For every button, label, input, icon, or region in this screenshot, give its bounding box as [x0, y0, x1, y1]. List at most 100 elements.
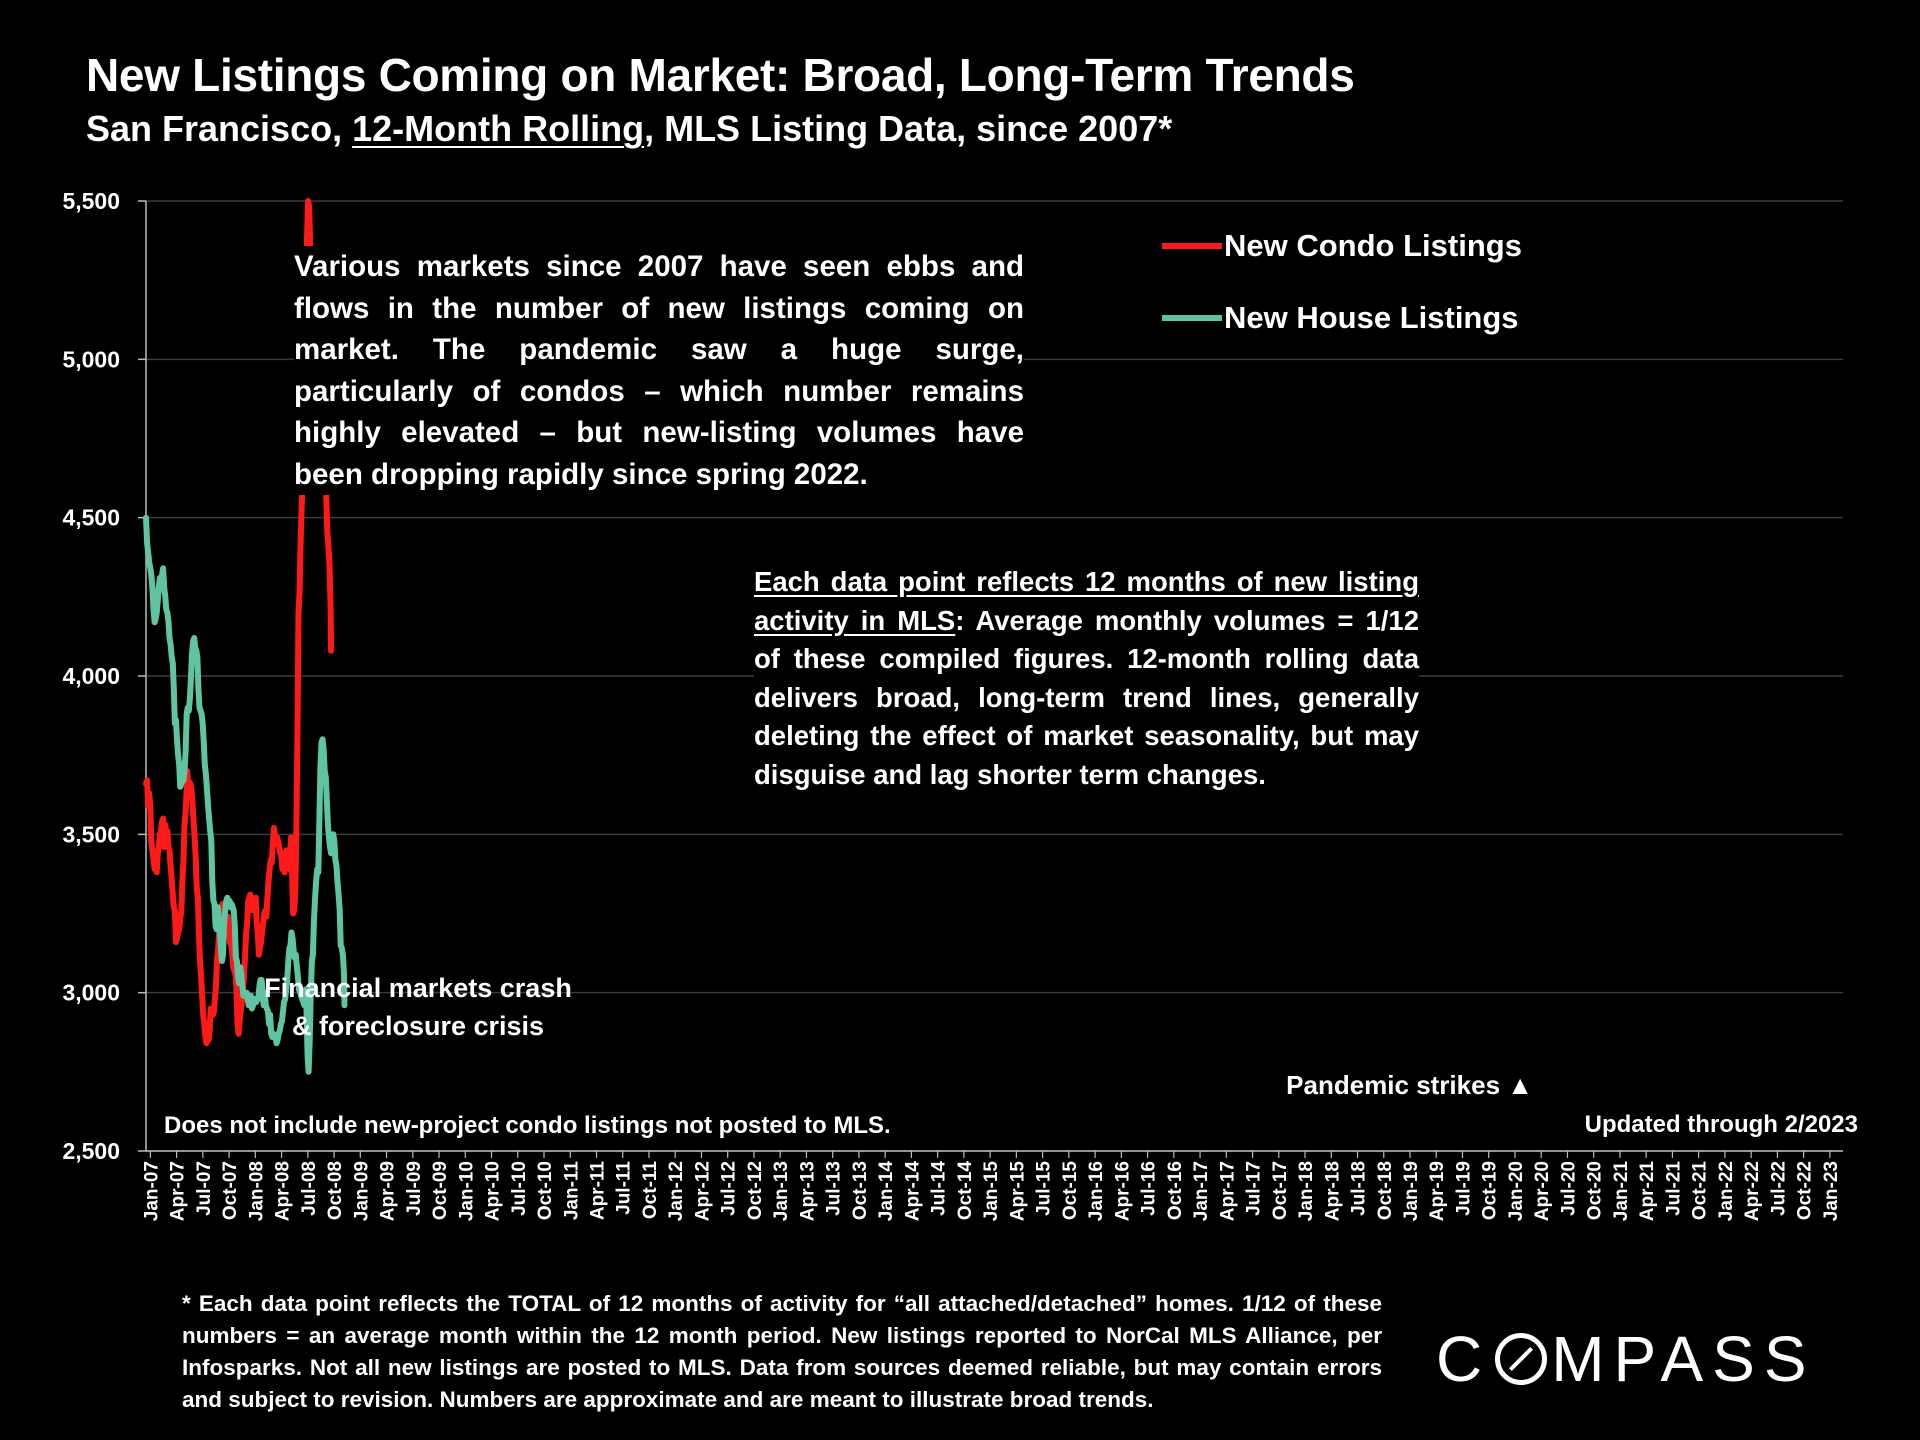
annotation-pandemic: Pandemic strikes ▲: [1286, 1070, 1533, 1100]
logo-text-end: MPASS: [1551, 1323, 1816, 1395]
x-tick-label: Jan-20: [1506, 1161, 1527, 1221]
method-note-underlined: Each data point reflects 12 months of ne…: [754, 566, 1419, 636]
x-tick-label: Jul-10: [509, 1161, 530, 1216]
x-axis-ticks: Jan-07 Apr-07 Jul-07 Oct-07 Jan-08 Apr-08 Jul-…: [141, 1151, 1842, 1221]
x-tick-label: Jan-07: [141, 1161, 162, 1221]
x-tick-label: Jan-19: [1401, 1161, 1422, 1221]
x-tick-label: Jan-11: [561, 1161, 582, 1221]
x-tick-label: Jul-14: [929, 1161, 950, 1216]
series-line-condo: [143, 198, 335, 1047]
x-tick-label: Jul-13: [824, 1161, 845, 1216]
legend-label-house: New House Listings: [1224, 300, 1519, 335]
x-tick-label: Apr-07: [168, 1161, 189, 1221]
x-tick-label: Apr-18: [1322, 1161, 1343, 1221]
x-tick-label: Jul-17: [1244, 1161, 1265, 1216]
x-tick-label: Jan-10: [456, 1161, 477, 1221]
x-tick-label: Jan-22: [1716, 1161, 1737, 1221]
x-tick-label: Oct-14: [955, 1161, 976, 1221]
x-tick-label: Jan-16: [1086, 1161, 1107, 1221]
y-tick-label: 2,500: [62, 1138, 120, 1164]
x-tick-label: Jan-23: [1821, 1161, 1842, 1221]
x-tick-label: Apr-08: [273, 1161, 294, 1221]
x-tick-label: Oct-19: [1480, 1161, 1501, 1220]
x-tick-label: Jan-14: [876, 1161, 897, 1222]
annotation-updated: Updated through 2/2023: [1585, 1111, 1858, 1138]
annotations: Financial markets crash & foreclosure cr…: [164, 973, 1858, 1139]
x-tick-label: Jul-09: [404, 1161, 425, 1216]
method-note: Each data point reflects 12 months of ne…: [754, 563, 1419, 794]
y-tick-label: 5,000: [62, 346, 120, 372]
compass-o-icon: [1495, 1333, 1548, 1385]
x-tick-label: Apr-20: [1532, 1161, 1553, 1221]
x-tick-label: Oct-08: [325, 1161, 346, 1220]
x-tick-label: Apr-12: [692, 1161, 713, 1221]
annotation-crash-line2: & foreclosure crisis: [292, 1011, 544, 1041]
x-tick-label: Jul-12: [719, 1161, 740, 1216]
x-tick-label: Apr-11: [587, 1161, 608, 1221]
x-tick-label: Oct-17: [1270, 1161, 1291, 1220]
chart-subtitle: San Francisco, 12-Month Rolling, MLS Lis…: [86, 108, 1172, 150]
x-tick-label: Apr-10: [483, 1161, 504, 1221]
x-tick-label: Jul-20: [1558, 1161, 1579, 1216]
legend-label-condo: New Condo Listings: [1224, 228, 1522, 263]
x-tick-label: Oct-09: [430, 1161, 451, 1220]
x-tick-label: Apr-22: [1742, 1161, 1763, 1221]
x-tick-label: Oct-12: [745, 1161, 766, 1220]
x-tick-label: Jul-19: [1453, 1161, 1474, 1216]
y-tick-label: 4,500: [62, 505, 120, 531]
x-tick-label: Apr-14: [902, 1161, 923, 1222]
x-tick-label: Oct-22: [1795, 1161, 1816, 1220]
x-tick-label: Oct-16: [1165, 1161, 1186, 1220]
x-tick-label: Oct-15: [1060, 1161, 1081, 1221]
subtitle-suffix: , MLS Listing Data, since 2007*: [644, 108, 1173, 149]
y-tick-label: 3,500: [62, 821, 120, 847]
x-tick-label: Apr-16: [1112, 1161, 1133, 1221]
subtitle-underlined: 12-Month Rolling: [352, 108, 645, 149]
x-tick-label: Jan-08: [246, 1161, 267, 1221]
x-tick-label: Jul-22: [1768, 1161, 1789, 1216]
x-tick-label: Jul-07: [194, 1161, 215, 1216]
x-tick-label: Jan-18: [1296, 1161, 1317, 1221]
y-tick-label: 5,500: [62, 188, 120, 214]
x-tick-label: Oct-18: [1375, 1161, 1396, 1220]
x-tick-label: Apr-13: [797, 1161, 818, 1221]
series-lines: [143, 198, 348, 1075]
y-tick-label: 4,000: [62, 663, 120, 689]
x-tick-label: Oct-10: [535, 1161, 556, 1220]
x-tick-label: Oct-13: [850, 1161, 871, 1220]
y-tick-label: 3,000: [62, 980, 120, 1006]
y-axis-ticks: 2,500 3,000 3,500 4,000 4,500 5,000 5,500: [62, 188, 146, 1164]
x-tick-label: Oct-20: [1585, 1161, 1606, 1220]
x-tick-label: Jul-08: [299, 1161, 320, 1216]
subtitle-prefix: San Francisco,: [86, 108, 353, 149]
x-tick-label: Apr-15: [1007, 1161, 1028, 1222]
x-tick-label: Jan-21: [1611, 1161, 1632, 1222]
x-tick-label: Oct-07: [220, 1161, 241, 1220]
summary-note: Various markets since 2007 have seen ebb…: [294, 246, 1024, 495]
x-tick-label: Jul-11: [614, 1161, 635, 1215]
annotation-mls-note: Does not include new-project condo listi…: [164, 1112, 891, 1139]
x-tick-label: Oct-21: [1690, 1161, 1711, 1221]
x-tick-label: Jan-09: [351, 1161, 372, 1221]
annotation-crash-line1: Financial markets crash: [264, 973, 572, 1003]
x-tick-label: Jul-16: [1139, 1161, 1160, 1216]
method-note-body: : Average monthly volumes = 1/12 of thes…: [754, 604, 1419, 790]
legend: New Condo Listings New House Listings: [1162, 228, 1522, 335]
x-tick-label: Oct-11: [640, 1161, 661, 1220]
x-tick-label: Jan-15: [981, 1161, 1002, 1222]
chart-title: New Listings Coming on Market: Broad, Lo…: [86, 49, 1355, 101]
series-line-house: [143, 514, 348, 1075]
x-tick-label: Jan-12: [666, 1161, 687, 1221]
x-tick-label: Jan-13: [771, 1161, 792, 1221]
footnote: * Each data point reflects the TOTAL of …: [182, 1291, 1382, 1412]
x-tick-label: Jul-18: [1349, 1161, 1370, 1216]
compass-logo: C MPASS: [1436, 1322, 1816, 1396]
x-tick-label: Apr-09: [378, 1161, 399, 1221]
x-tick-label: Apr-21: [1637, 1161, 1658, 1222]
x-tick-label: Apr-19: [1427, 1161, 1448, 1221]
x-tick-label: Apr-17: [1217, 1161, 1238, 1221]
x-tick-label: Jan-17: [1191, 1161, 1212, 1221]
x-tick-label: Jul-21: [1663, 1161, 1684, 1216]
logo-text-start: C: [1436, 1323, 1492, 1395]
